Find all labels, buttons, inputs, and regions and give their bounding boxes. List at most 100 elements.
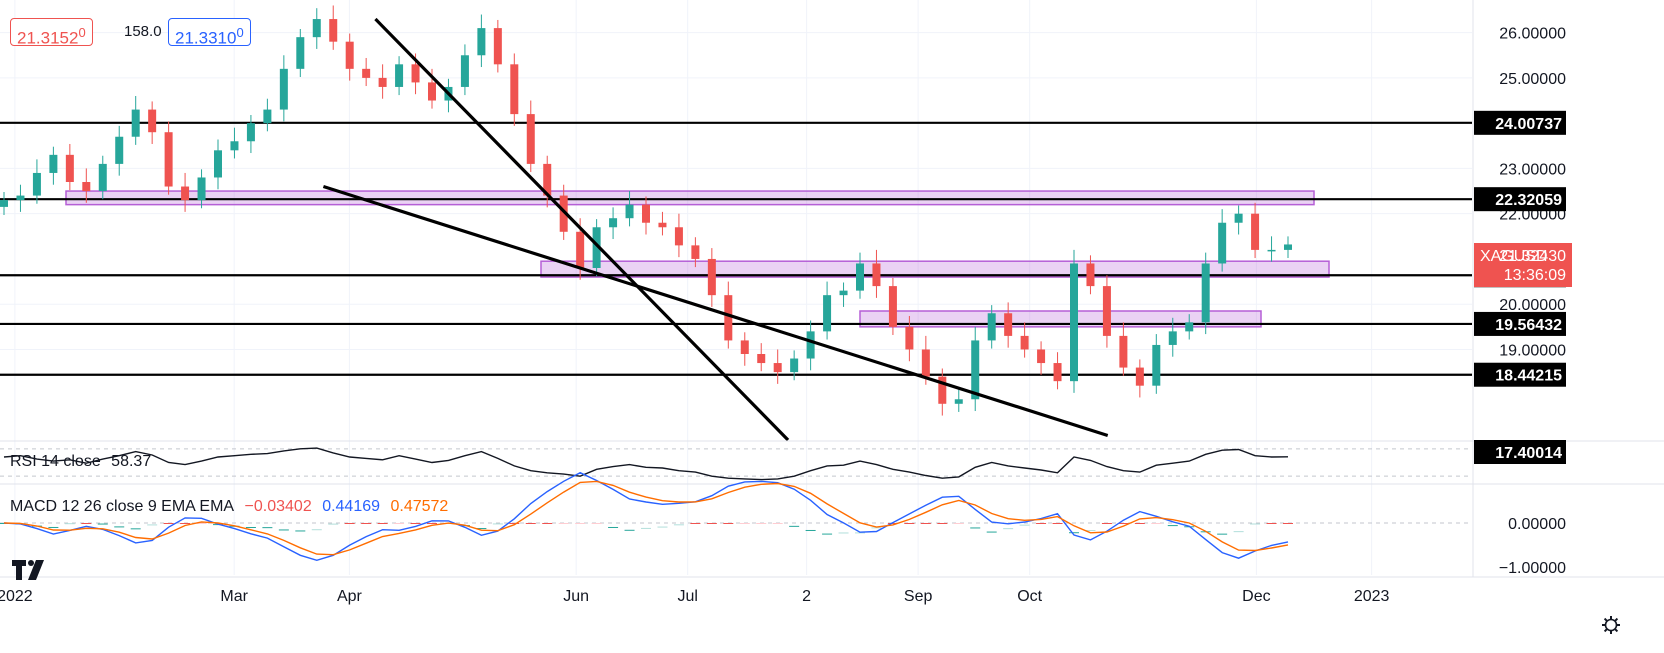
macd-histogram-bar <box>986 531 997 533</box>
candle-body <box>691 245 700 259</box>
macd-histogram-bar <box>887 523 898 524</box>
macd-line <box>3 471 1289 562</box>
bid-price-box[interactable]: 21.31520 <box>10 18 93 48</box>
macd-histogram-bar <box>114 526 125 528</box>
trend-line <box>322 185 1109 437</box>
candle-body <box>1037 349 1046 364</box>
candle-body <box>1119 335 1128 368</box>
candle-body <box>872 263 881 287</box>
candle-body <box>1086 263 1095 287</box>
candle-body <box>921 349 930 377</box>
candle-body <box>971 340 980 400</box>
candle-body <box>49 154 58 173</box>
macd-histogram-bar <box>1069 532 1079 534</box>
candle-body <box>1218 222 1227 264</box>
candle-body <box>823 295 832 332</box>
candle-body <box>1135 367 1144 386</box>
rsi-legend[interactable]: RSI 14 close 58.37 <box>10 453 157 471</box>
macd-histogram-bar <box>558 523 569 524</box>
macd-histogram-bar <box>509 523 520 524</box>
level-tag <box>1474 362 1566 387</box>
macd-histogram-bar <box>492 523 503 525</box>
candle-body <box>428 82 436 101</box>
macd-histogram-bar <box>970 527 981 529</box>
candle-body <box>296 37 305 69</box>
candles <box>0 5 1292 416</box>
macd-histogram-bar <box>394 523 405 524</box>
macd-histogram-bar <box>311 529 322 531</box>
candle-body <box>510 64 519 115</box>
time-tick-label: Oct <box>1017 588 1042 605</box>
candle-body <box>674 227 683 246</box>
candle-body <box>592 227 601 268</box>
macd-histogram-bar <box>1134 523 1145 524</box>
macd-histogram-bar <box>1085 530 1096 532</box>
price-tick-label: 23.00000 <box>1499 161 1566 178</box>
time-axis[interactable]: 2022 Mar Apr Jun Jul 2 Sep Oct Dec 2023 <box>0 588 1390 605</box>
signal-line <box>3 480 1289 556</box>
macd-histogram-bar <box>1118 523 1129 524</box>
level-tag <box>1474 187 1566 212</box>
candle-body <box>1185 322 1194 332</box>
price-tick-label: 25.00000 <box>1499 71 1566 88</box>
candle-body <box>1070 263 1078 382</box>
candle-body <box>493 28 502 65</box>
level-tag <box>1474 110 1566 135</box>
macd-histogram-bar <box>344 523 355 524</box>
candle-body <box>543 163 552 196</box>
candle-body <box>131 109 140 137</box>
macd-histogram-bar <box>904 523 915 524</box>
candle-body <box>98 163 107 192</box>
candle-body <box>724 295 733 341</box>
symbol-price-tag: XAGUSD 21.32430 13:36:09 <box>1474 243 1572 287</box>
macd-label: MACD 12 26 close 9 EMA EMA <box>10 498 235 515</box>
macd-histogram-bar <box>871 527 882 529</box>
rsi-label: RSI 14 close <box>10 453 101 470</box>
rsi-line <box>3 447 1289 481</box>
candle-body <box>378 77 387 87</box>
candle-body <box>411 64 420 83</box>
macd-tick-label: 0.00000 <box>1508 516 1566 533</box>
candle-body <box>1102 286 1111 336</box>
last-price: 21.32430 <box>1499 248 1566 265</box>
candle-body <box>757 354 766 364</box>
ask-price-fraction: 0 <box>236 25 244 40</box>
candle-body <box>115 136 124 164</box>
settings-gear-icon[interactable] <box>1601 615 1621 640</box>
candle-body <box>329 19 338 42</box>
candle-body <box>790 358 799 373</box>
candle-body <box>1168 331 1177 345</box>
macd-histogram-bar <box>706 523 717 524</box>
candle-body <box>1053 363 1062 382</box>
candle-body <box>1201 263 1210 323</box>
macd-tick-label: −1.00000 <box>1499 560 1566 577</box>
candle-body <box>181 186 190 201</box>
ask-price-box[interactable]: 21.33100 <box>168 18 251 48</box>
candle-body <box>460 55 469 87</box>
price-axis[interactable]: 19.0000020.0000022.0000023.0000025.00000… <box>1499 26 1566 577</box>
candle-body <box>16 195 25 201</box>
macd-histogram-bar <box>147 524 158 526</box>
candle-body <box>1267 249 1276 252</box>
bar-countdown: 13:36:09 <box>1504 267 1566 284</box>
tradingview-logo-icon[interactable] <box>12 560 46 585</box>
symbol-name: XAGUSD <box>1480 248 1548 265</box>
macd-histogram-bar <box>608 526 619 528</box>
candle-body <box>230 141 239 151</box>
level-tag-label: 24.00737 <box>1495 116 1562 133</box>
candle-body <box>65 154 74 182</box>
candle-body <box>888 286 897 327</box>
macd-histogram-bar <box>196 523 207 524</box>
macd-histogram-bar <box>772 523 783 524</box>
level-tag-label: 18.44215 <box>1495 368 1562 385</box>
candle-body <box>246 123 255 142</box>
macd-legend[interactable]: MACD 12 26 close 9 EMA EMA −0.03402 0.44… <box>10 498 454 516</box>
trend-lines <box>322 17 1109 442</box>
trend-line <box>374 17 790 442</box>
candle-body <box>395 64 404 87</box>
macd-histogram-bar <box>245 527 256 529</box>
candle-body <box>32 172 41 196</box>
candle-body <box>526 114 535 164</box>
level-tag <box>1474 440 1566 464</box>
